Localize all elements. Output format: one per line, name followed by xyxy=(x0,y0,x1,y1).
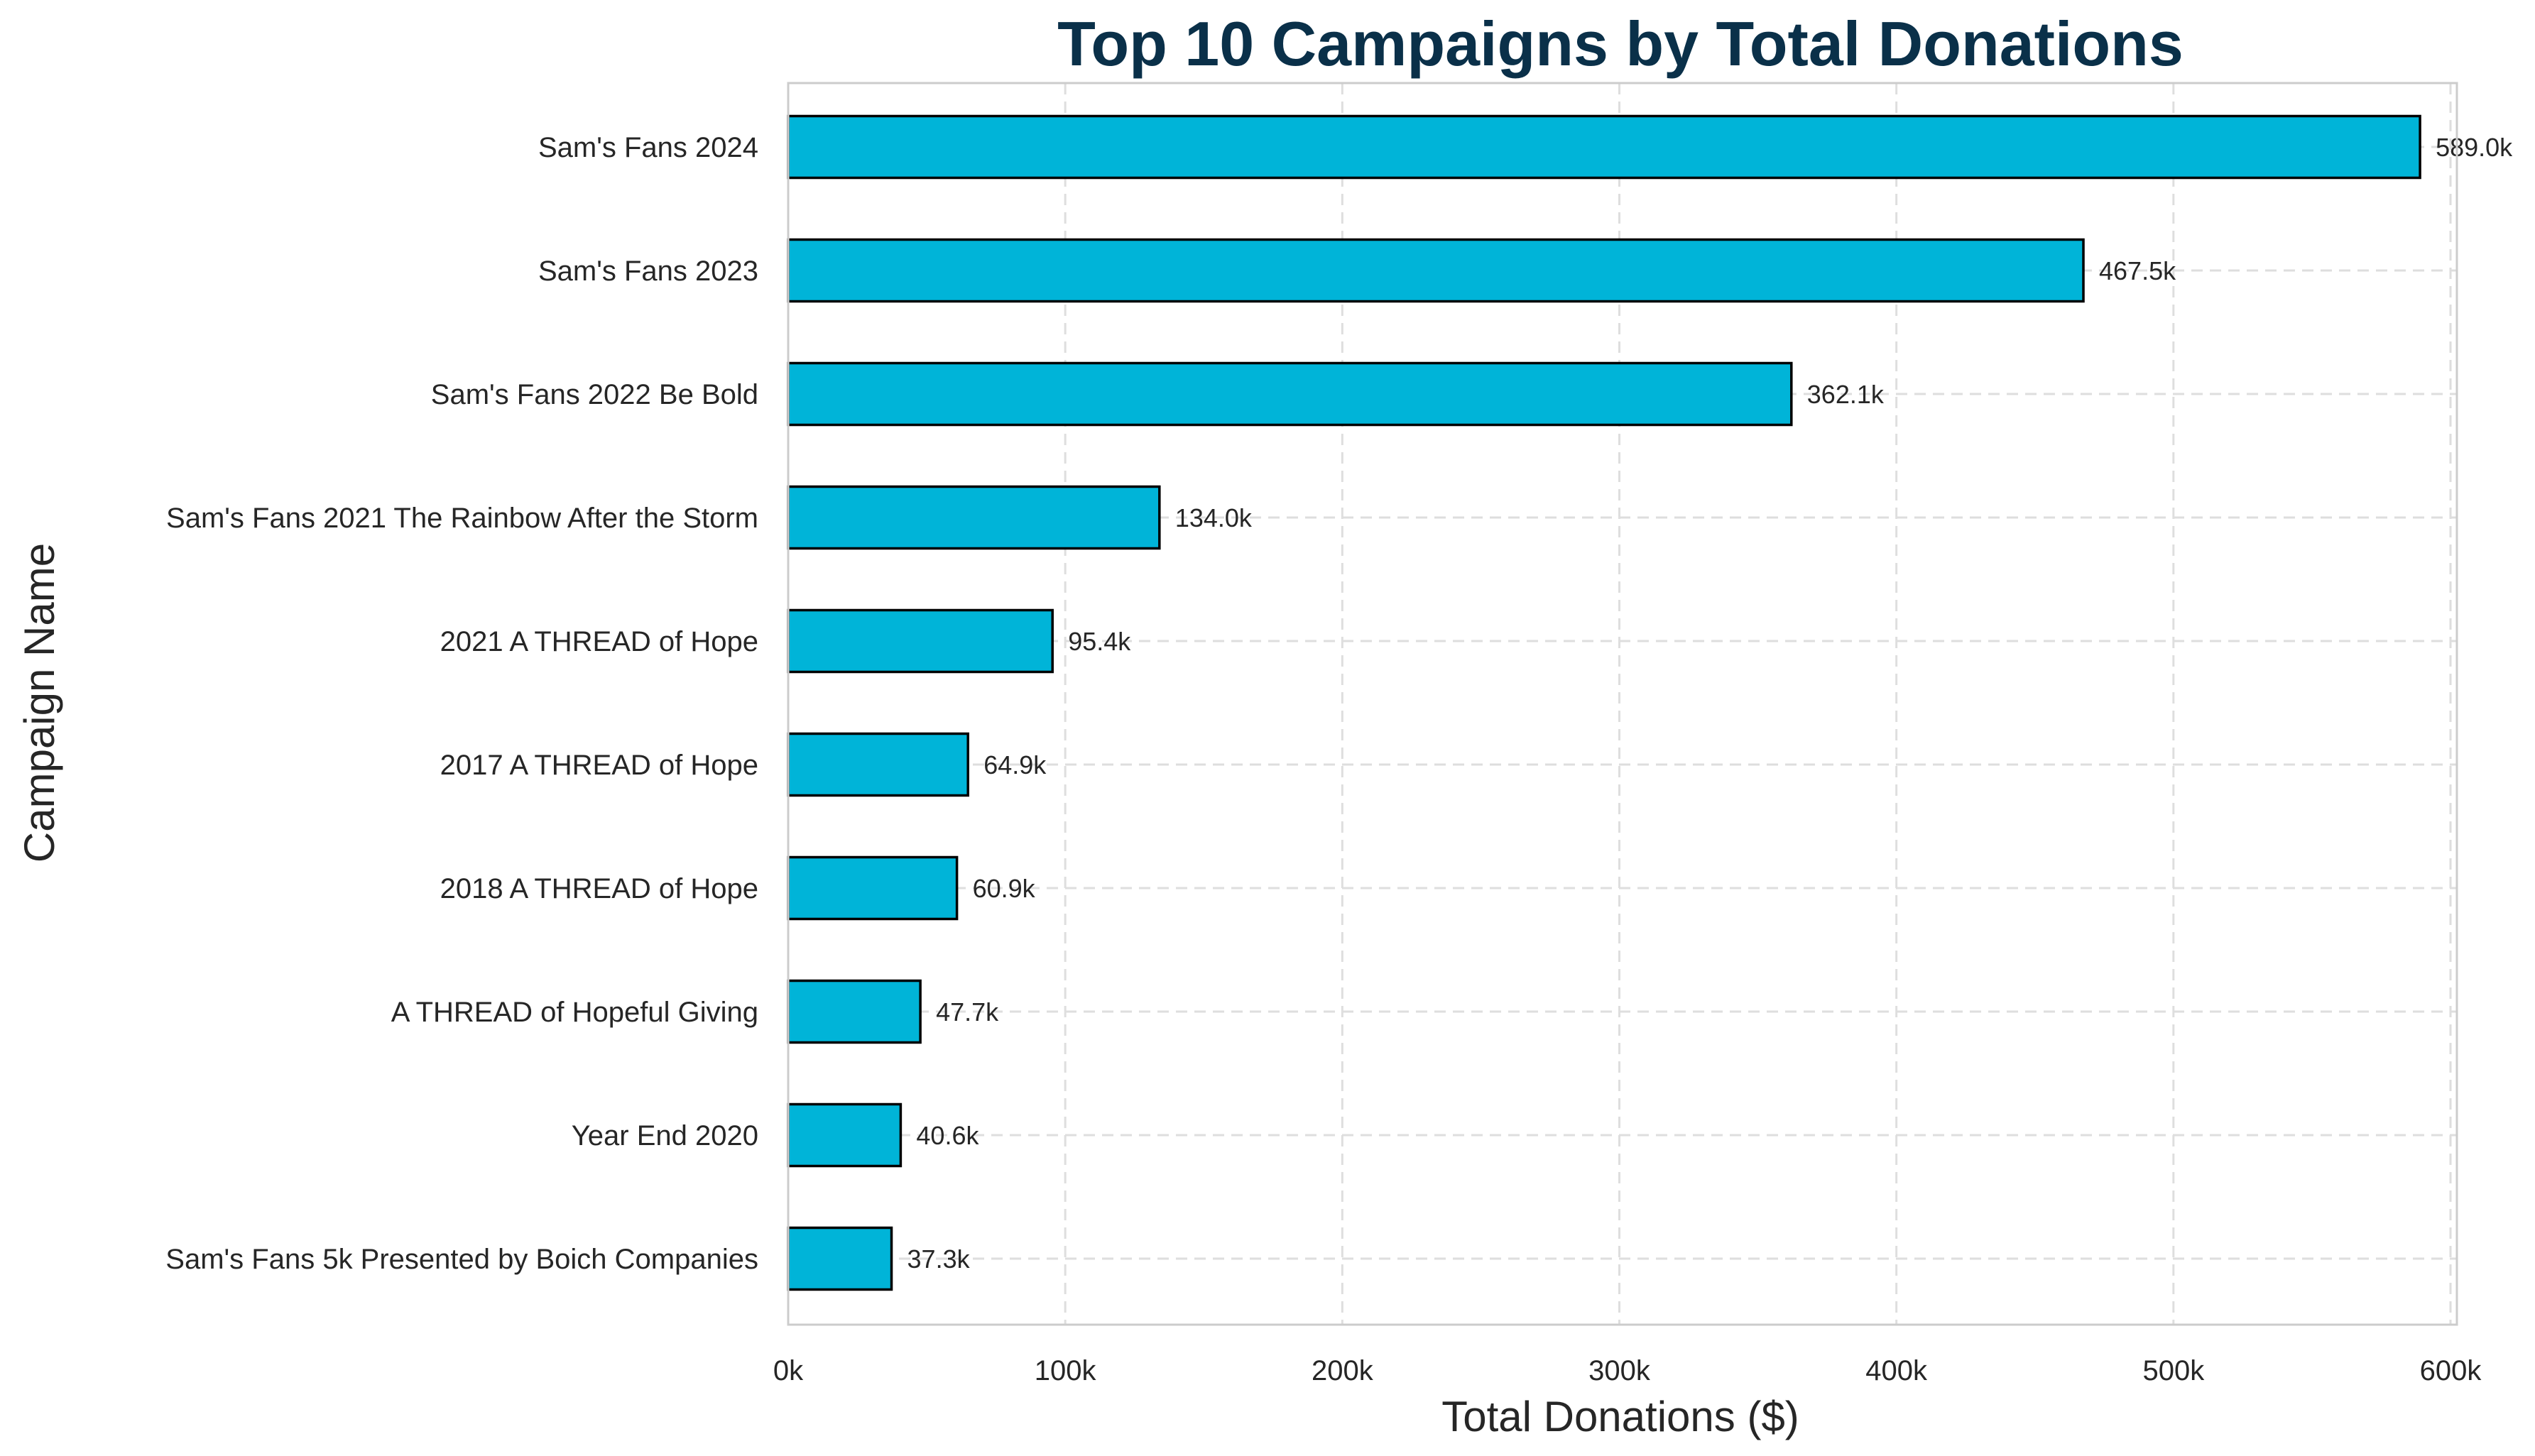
x-tick-label: 0k xyxy=(773,1355,804,1386)
bar xyxy=(787,238,2085,303)
bar xyxy=(787,361,1793,427)
data-labels: 589.0k 467.5k 362.1k 134.0k 95.4k 64.9k 60.9k 4… xyxy=(907,133,2514,1274)
bar xyxy=(787,485,1161,550)
bar-value-label: 589.0k xyxy=(2436,133,2513,162)
bar-value-label: 47.7k xyxy=(936,997,999,1027)
x-tick-label: 200k xyxy=(1312,1355,1374,1386)
bars xyxy=(787,114,2421,1291)
bar-value-label: 64.9k xyxy=(983,750,1047,779)
y-axis-tick-labels: Sam's Fans 2024 Sam's Fans 2023 Sam's Fans… xyxy=(165,132,758,1275)
y-tick-label: Sam's Fans 2021 The Rainbow After the St… xyxy=(166,503,758,534)
x-tick-label: 600k xyxy=(2420,1355,2482,1386)
bar-value-label: 95.4k xyxy=(1068,627,1131,656)
bar-value-label: 362.1k xyxy=(1807,380,1885,409)
chart-title: Top 10 Campaigns by Total Donations xyxy=(1057,9,2184,79)
bar-value-label: 467.5k xyxy=(2099,256,2176,285)
bar xyxy=(787,732,969,797)
y-tick-label: Year End 2020 xyxy=(572,1120,758,1151)
bar-value-label: 60.9k xyxy=(973,874,1036,903)
x-tick-label: 400k xyxy=(1865,1355,1928,1386)
y-tick-label: 2018 A THREAD of Hope xyxy=(440,873,758,904)
bar xyxy=(787,855,959,921)
plot-area: 589.0k 467.5k 362.1k 134.0k 95.4k 64.9k 60.9k 4… xyxy=(787,82,2514,1326)
bar xyxy=(787,608,1054,674)
bar xyxy=(787,1226,893,1291)
y-tick-label: Sam's Fans 2023 xyxy=(538,256,758,287)
y-axis-label: Campaign Name xyxy=(16,543,63,863)
bar xyxy=(787,979,922,1044)
bar-value-label: 134.0k xyxy=(1175,503,1253,532)
x-axis-label: Total Donations ($) xyxy=(1441,1393,1799,1440)
x-axis-tick-labels: 0k 100k 200k 300k 400k 500k 600k xyxy=(773,1355,2482,1386)
bar xyxy=(787,114,2421,180)
y-tick-label: Sam's Fans 2024 xyxy=(538,132,758,163)
x-tick-label: 300k xyxy=(1588,1355,1651,1386)
x-tick-label: 100k xyxy=(1035,1355,1097,1386)
plot-frame xyxy=(787,82,2458,1326)
y-tick-label: A THREAD of Hopeful Giving xyxy=(391,997,758,1028)
bar xyxy=(787,1102,903,1168)
bar-value-label: 37.3k xyxy=(907,1244,971,1274)
y-tick-label: 2021 A THREAD of Hope xyxy=(440,626,758,657)
bar-value-label: 40.6k xyxy=(916,1121,979,1150)
y-tick-label: 2017 A THREAD of Hope xyxy=(440,750,758,781)
x-tick-label: 500k xyxy=(2142,1355,2205,1386)
y-tick-label: Sam's Fans 5k Presented by Boich Compani… xyxy=(165,1244,758,1275)
y-tick-label: Sam's Fans 2022 Be Bold xyxy=(431,379,758,410)
